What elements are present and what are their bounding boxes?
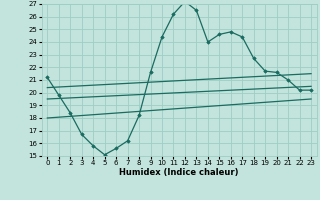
X-axis label: Humidex (Indice chaleur): Humidex (Indice chaleur) <box>119 168 239 177</box>
